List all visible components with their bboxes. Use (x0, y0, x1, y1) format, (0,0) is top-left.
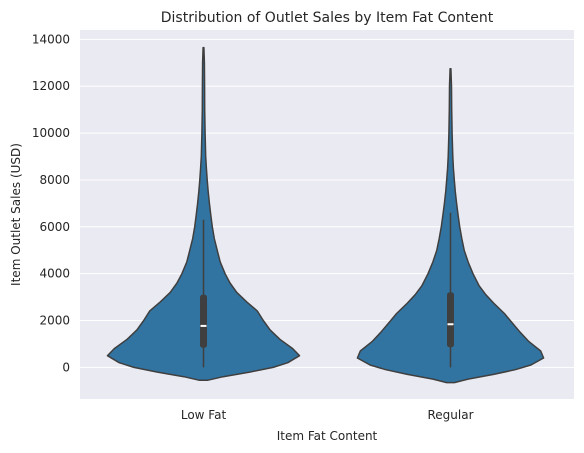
x-axis-label: Item Fat Content (277, 429, 378, 443)
y-tick-label: 8000 (39, 173, 70, 187)
y-axis-label: Item Outlet Sales (USD) (9, 143, 23, 286)
violin-body (106, 46, 301, 382)
x-tick-labels: Low Fat Regular (181, 408, 474, 422)
x-tick-label: Regular (427, 408, 473, 422)
y-tick-labels: 0 2000 4000 6000 8000 10000 12000 14000 (32, 32, 70, 374)
iqr-box (447, 292, 454, 348)
y-tick-label: 4000 (39, 267, 70, 281)
y-tick-label: 2000 (39, 314, 70, 328)
violins (106, 46, 545, 384)
iqr-box (200, 294, 207, 348)
y-tick-label: 10000 (32, 126, 70, 140)
y-tick-label: 0 (62, 360, 70, 374)
chart-title: Distribution of Outlet Sales by Item Fat… (161, 10, 494, 26)
y-tick-label: 14000 (32, 32, 70, 46)
y-tick-label: 6000 (39, 220, 70, 234)
y-tick-label: 12000 (32, 79, 70, 93)
x-tick-label: Low Fat (181, 408, 227, 422)
